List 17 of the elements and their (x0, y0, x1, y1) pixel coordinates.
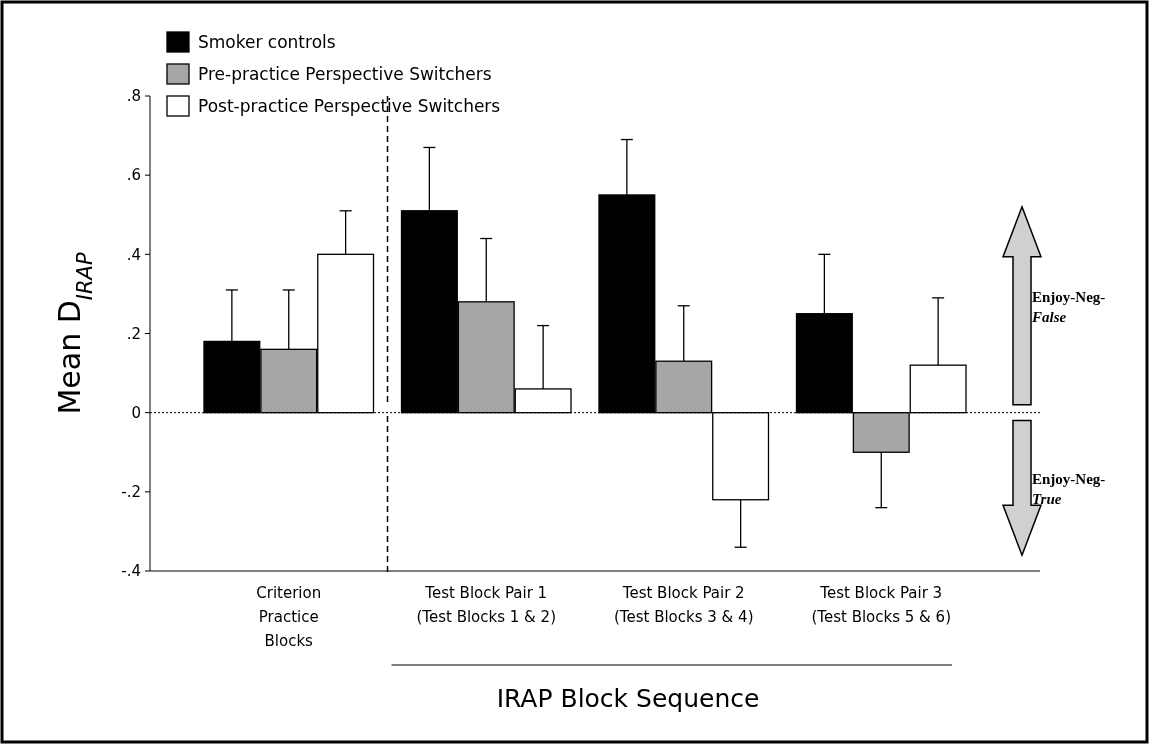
x-tick-label: Test Block Pair 3 (Test Blocks 5 & 6) (811, 584, 951, 626)
y-tick-label: .6 (126, 166, 141, 185)
y-tick-label: -.2 (121, 483, 141, 502)
y-tick-label: -.4 (121, 562, 141, 581)
x-tick-label: Test Block Pair 1 (Test Blocks 1 & 2) (416, 584, 556, 626)
legend-label: Pre-practice Perspective Switchers (198, 63, 492, 84)
y-tick-label: .8 (126, 87, 141, 106)
y-tick-label: .4 (126, 245, 141, 264)
y-tick-label: .2 (126, 324, 141, 343)
legend-label: Smoker controls (198, 31, 336, 52)
legend-label: Post-practice Perspective Switchers (198, 95, 501, 116)
x-tick-label: Criterion Practice Blocks (256, 584, 322, 650)
annotation: Enjoy-Neg-True (1032, 470, 1106, 507)
x-axis-title: IRAP Block Sequence (496, 684, 760, 713)
annotation: Enjoy-Neg-False (1031, 288, 1106, 325)
y-tick-label: 0 (131, 403, 141, 422)
x-tick-label: Test Block Pair 2 (Test Blocks 3 & 4) (614, 584, 754, 626)
